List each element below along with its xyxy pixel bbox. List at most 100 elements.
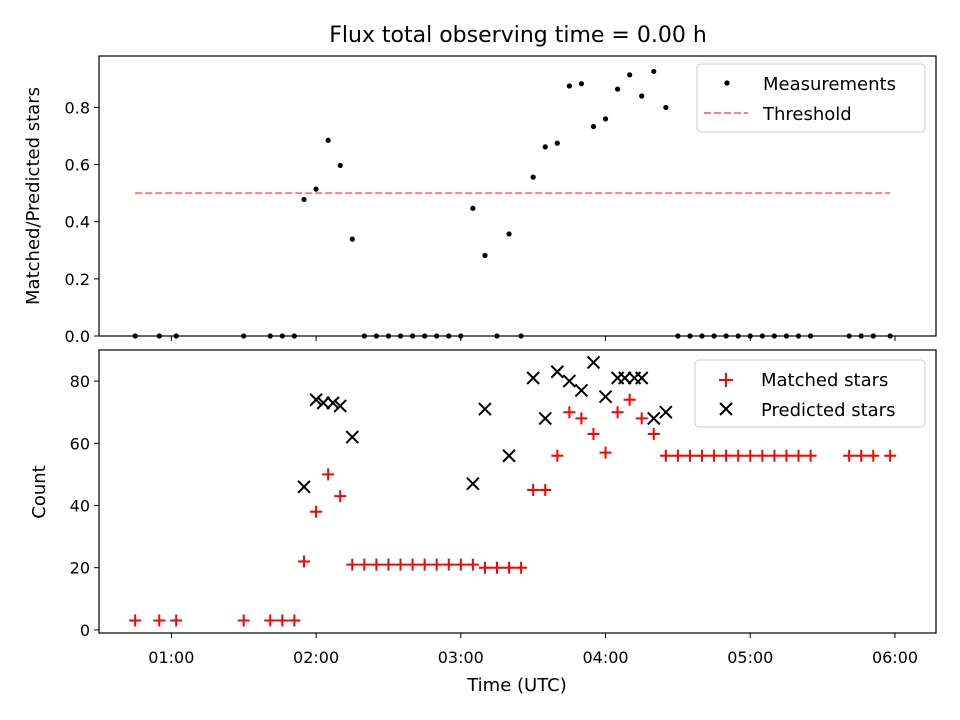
measurements-point (301, 196, 307, 203)
matched-stars-point (288, 614, 301, 627)
matched-stars-point (153, 614, 166, 627)
matched-stars-point (720, 449, 733, 462)
matched-stars-point (647, 427, 660, 440)
measurements-point (337, 162, 343, 169)
matched-stars-point (867, 449, 880, 462)
measurements-point (446, 333, 452, 339)
legend-matched-marker (719, 373, 733, 387)
measurements-point (639, 93, 645, 99)
legend-measurements-marker (724, 80, 730, 86)
measurements-point (173, 333, 179, 339)
measurements-point (735, 333, 741, 339)
legend-matched-label: Matched stars (761, 370, 888, 391)
measurements-point (699, 333, 705, 339)
measurements-point (241, 333, 247, 339)
measurements-point (156, 333, 162, 339)
measurements-point (627, 72, 633, 78)
bottom-y-tick-label: 20 (70, 559, 90, 578)
measurements-point (518, 333, 524, 339)
measurements-point (759, 333, 765, 339)
measurements-point (858, 333, 864, 339)
matched-stars-point (237, 614, 250, 627)
measurements-point (313, 186, 319, 192)
top-plot-frame (98, 55, 937, 337)
matched-stars-point (322, 468, 335, 481)
predicted-stars-point (502, 449, 516, 463)
matched-stars-point (696, 449, 709, 462)
legend-predicted-label: Predicted stars (761, 400, 895, 421)
predicted-stars-point (538, 411, 552, 426)
matched-stars-point (298, 555, 311, 568)
measurements-point (291, 333, 297, 339)
measurements-point (578, 81, 585, 87)
measurements-point (870, 333, 876, 339)
bottom-x-tick-label: 02:00 (293, 648, 339, 667)
measurements-point (566, 83, 572, 89)
matched-stars-point (659, 449, 672, 462)
matched-stars-point (732, 449, 745, 462)
matched-stars-point (611, 406, 624, 419)
bottom-x-tick-label: 06:00 (872, 648, 918, 667)
measurements-point (349, 236, 355, 242)
measurements-point (602, 116, 609, 122)
measurements-point (651, 68, 657, 75)
top-y-tick-label: 0.8 (65, 98, 90, 117)
matched-stars-point (744, 449, 757, 462)
measurements-point (711, 333, 717, 339)
matched-stars-point (310, 505, 323, 518)
measurements-point (470, 205, 476, 211)
measurements-point (494, 333, 500, 339)
matched-stars-point (503, 561, 516, 574)
measurements-point (373, 333, 379, 339)
measurements-point (267, 333, 273, 339)
matched-stars-point (490, 561, 503, 574)
bottom-y-axis-label: Count (29, 465, 50, 518)
matched-stars-point (635, 412, 648, 425)
top-y-tick-label: 0.4 (65, 213, 90, 232)
measurements-point (554, 140, 560, 146)
bottom-y-tick-label: 0 (80, 621, 90, 640)
matched-stars-point (671, 449, 684, 462)
predicted-stars-point (297, 480, 311, 494)
matched-stars-point (708, 449, 721, 462)
predicted-stars-point (478, 402, 492, 416)
legend-measurements-label: Measurements (763, 74, 896, 95)
legend-predicted-marker (719, 402, 733, 416)
bottom-y-tick-label: 80 (70, 372, 90, 391)
matched-stars-point (382, 558, 395, 571)
matched-stars-point (442, 558, 455, 571)
matched-stars-point (454, 558, 467, 571)
bottom-y-tick-label: 60 (70, 434, 90, 453)
predicted-stars-point (647, 411, 661, 426)
matched-stars-point (780, 449, 793, 462)
bottom-legend-box (694, 359, 926, 428)
bottom-plot-area (129, 355, 897, 627)
bottom-plot-frame (98, 349, 937, 634)
measurements-point (434, 333, 440, 339)
top-y-tick-label: 0.2 (65, 270, 90, 289)
measurements-point (506, 231, 512, 237)
predicted-stars-point (586, 355, 601, 370)
matched-stars-point (276, 614, 289, 627)
matched-stars-point (334, 490, 347, 503)
bottom-legend: Matched stars Predicted stars (694, 359, 926, 428)
top-y-axis-label: Matched/Predicted stars (23, 87, 44, 305)
measurements-point (361, 333, 367, 339)
measurements-point (795, 333, 802, 339)
matched-stars-point (587, 427, 600, 440)
measurements-point (783, 333, 790, 339)
matched-stars-point (551, 449, 564, 462)
measurements-point (458, 333, 464, 339)
predicted-stars-point (345, 430, 359, 444)
predicted-stars-point (526, 371, 540, 385)
bottom-y-tick-label: 40 (70, 496, 90, 515)
measurements-point (590, 123, 597, 130)
predicted-stars-point (326, 396, 340, 410)
matched-stars-point (599, 446, 612, 459)
measurements-point (530, 174, 536, 180)
matched-stars-point (563, 406, 576, 419)
bottom-x-tick-label: 04:00 (582, 648, 628, 667)
measurements-point (747, 333, 753, 339)
matched-stars-point (418, 558, 431, 571)
measurements-point (542, 144, 548, 150)
